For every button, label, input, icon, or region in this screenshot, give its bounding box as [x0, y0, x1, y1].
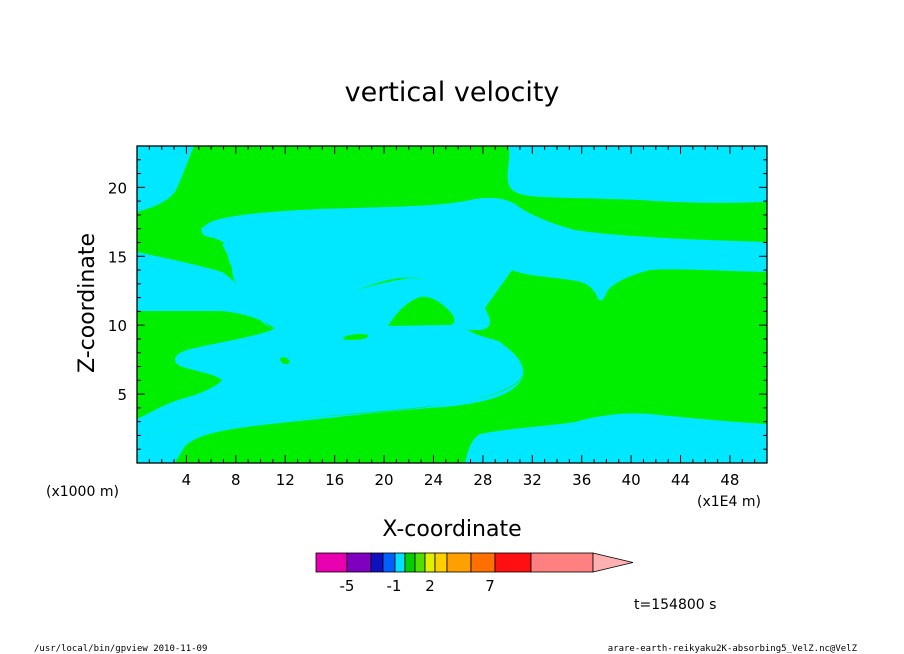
region-negative-bottom-right [465, 413, 767, 463]
y-tick-label: 20 [108, 179, 127, 197]
region-positive-island-23 [388, 296, 455, 326]
colorbar [315, 552, 634, 573]
contour-field [137, 146, 767, 463]
region-negative-top-right [507, 146, 767, 203]
colorbar-swatch [446, 552, 472, 573]
colorbar-swatch [346, 552, 372, 573]
region-positive-island-18 [343, 333, 369, 340]
colorbar-swatch [382, 552, 396, 573]
x-tick-labels: 4 8 12 16 20 24 28 32 36 40 44 48 [182, 471, 740, 489]
colorbar-swatch [370, 552, 384, 573]
chart-title: vertical velocity [345, 77, 560, 108]
colorbar-swatch [530, 552, 594, 573]
x-tick-label: 12 [276, 471, 295, 489]
x-tick-label: 16 [325, 471, 344, 489]
footer-right: arare-earth-reikyaku2K-absorbing5_VelZ.n… [608, 644, 858, 654]
x-tick-label: 8 [231, 471, 241, 489]
x-tick-label: 32 [523, 471, 542, 489]
footer-left: /usr/local/bin/gpview 2010-11-09 [34, 644, 207, 654]
colorbar-swatch [470, 552, 496, 573]
region-negative-bottom-left [137, 375, 523, 463]
x-tick-label: 24 [424, 471, 443, 489]
region-negative-upper-lobe [222, 242, 512, 325]
x-scale-note: (x1E4 m) [697, 494, 761, 510]
y-tick-label: 5 [117, 386, 127, 404]
colorbar-swatch [404, 552, 416, 573]
y-tick-label: 15 [108, 248, 127, 266]
x-tick-label: 48 [720, 471, 739, 489]
colorbar-swatch [414, 552, 426, 573]
colorbar-swatch [394, 552, 406, 573]
colorbar-swatch [494, 552, 532, 573]
x-tick-label: 36 [572, 471, 591, 489]
x-axis-label: X-coordinate [382, 517, 521, 542]
colorbar-swatch [424, 552, 436, 573]
x-tick-label: 28 [473, 471, 492, 489]
region-negative-left-mid [137, 252, 272, 330]
x-tick-label: 20 [375, 471, 394, 489]
x-tick-label: 4 [182, 471, 192, 489]
colorbar-tick-label: -5 [340, 577, 355, 595]
colorbar-tick-label: 7 [485, 577, 495, 595]
y-axis-label: Z-coordinate [75, 233, 100, 373]
time-label: t=154800 s [634, 597, 716, 613]
y-scale-note: (x1000 m) [46, 484, 119, 500]
plot-frame [136, 145, 768, 464]
colorbar-tick-labels: -5 -1 2 7 [340, 577, 495, 595]
x-tick-label: 44 [671, 471, 690, 489]
x-tick-label: 40 [622, 471, 641, 489]
colorbar-swatch [434, 552, 448, 573]
colorbar-swatch [315, 552, 348, 573]
colorbar-tick-label: -1 [387, 577, 402, 595]
region-negative-top-left [137, 146, 194, 212]
y-tick-labels: 5 10 15 20 [108, 179, 127, 404]
colorbar-arrow [592, 552, 634, 573]
region-positive-island-12 [280, 357, 290, 365]
axis-ticks [137, 146, 767, 463]
y-tick-label: 10 [108, 317, 127, 335]
colorbar-tick-label: 2 [425, 577, 435, 595]
